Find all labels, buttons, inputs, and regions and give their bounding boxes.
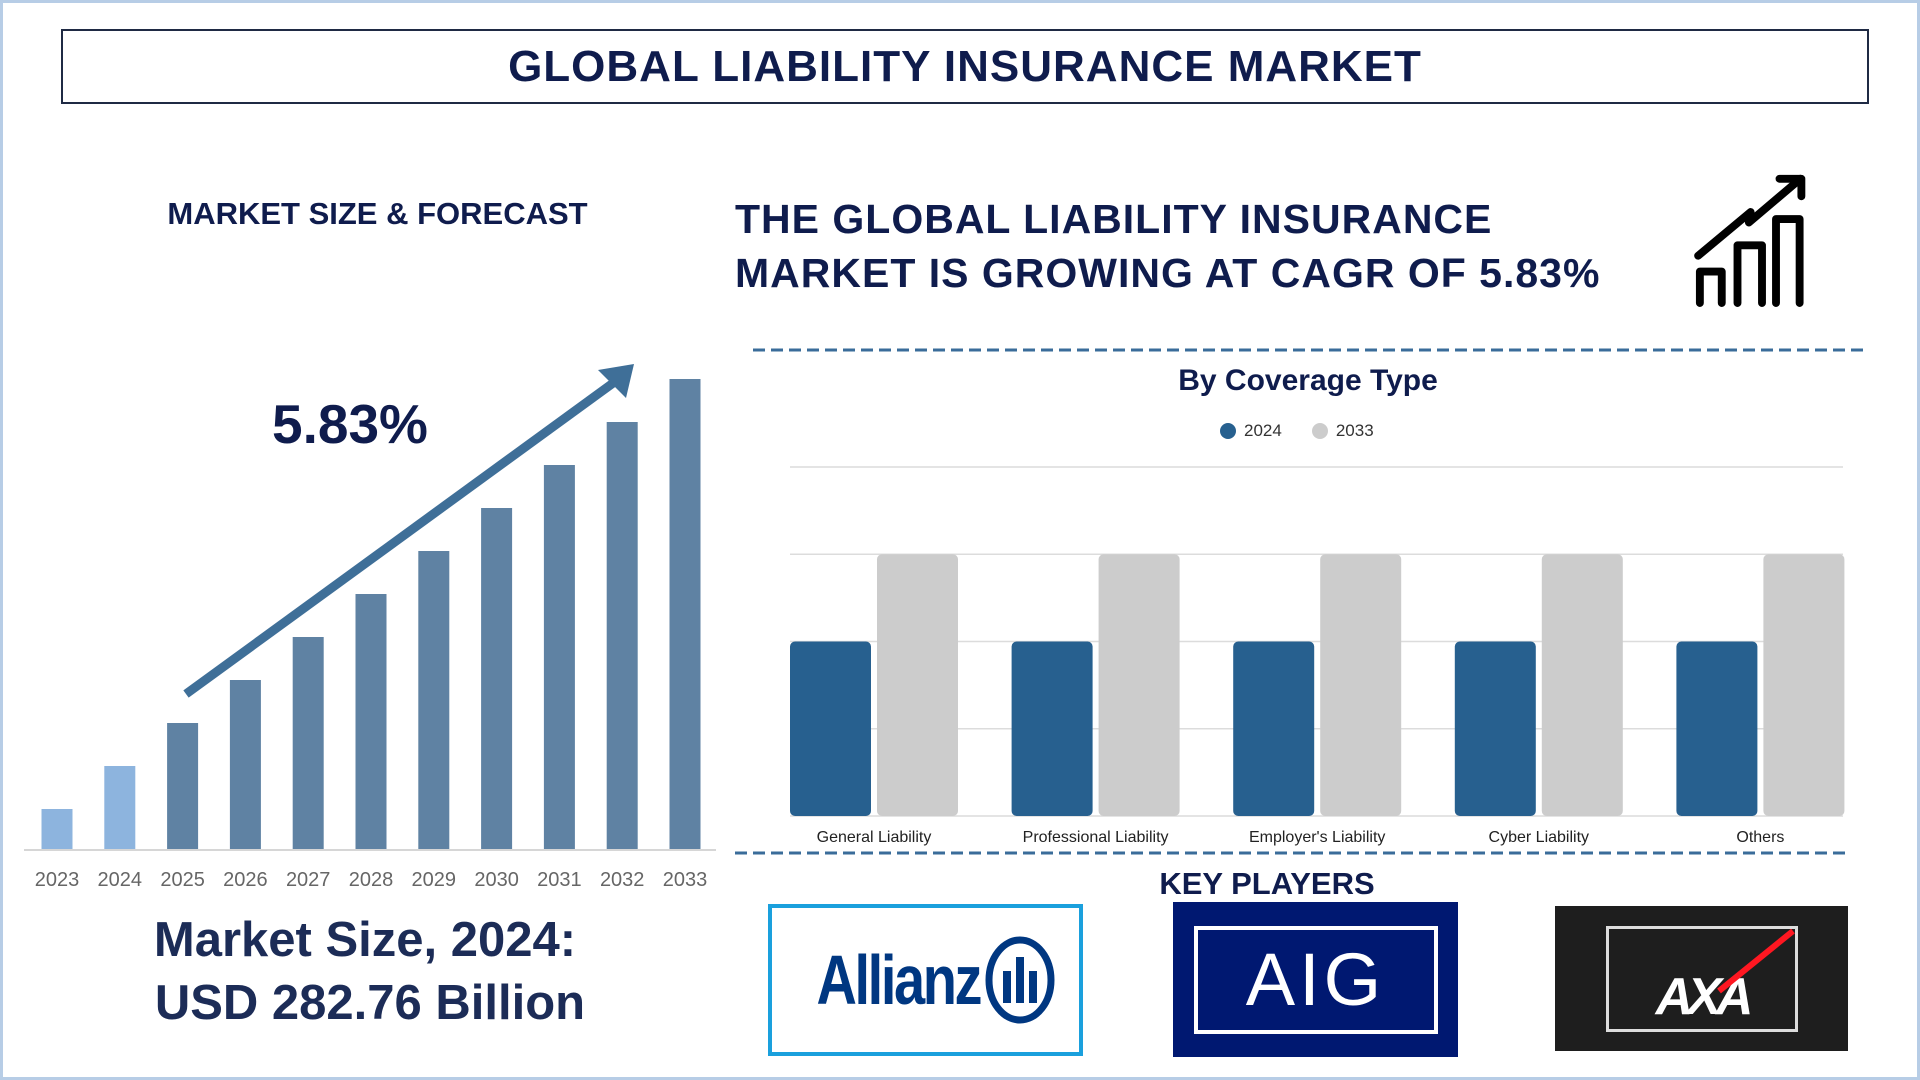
axa-red-slash-icon (1716, 928, 1795, 993)
x-tick-label-2028: 2028 (349, 869, 394, 891)
allianz-eagle-icon (985, 936, 1055, 1024)
page-title: GLOBAL LIABILITY INSURANCE MARKET (508, 41, 1422, 91)
x-tick-label-2032: 2032 (600, 869, 645, 891)
category-label: Employer's Liability (1249, 829, 1385, 846)
bar-2024-1 (1011, 641, 1093, 816)
legend-item-2024: 2024 (1220, 421, 1282, 441)
headline-line1: THE GLOBAL LIABILITY INSURANCE (735, 196, 1493, 242)
x-tick-label-2023: 2023 (35, 869, 80, 891)
category-label: General Liability (817, 829, 932, 846)
x-tick-label-2025: 2025 (160, 869, 205, 891)
market-size-section-title: MARKET SIZE & FORECAST (167, 196, 588, 231)
category-label: Professional Liability (1023, 829, 1169, 846)
bar-2027 (292, 637, 324, 849)
bar-2033-3 (1541, 554, 1623, 816)
bar-2033 (669, 379, 701, 849)
coverage-chart-title: By Coverage Type (1178, 364, 1438, 397)
category-label: Others (1736, 829, 1784, 846)
bar-2033-1 (1098, 554, 1180, 816)
coverage-legend: 2024 2033 (1220, 421, 1374, 441)
aig-logo: AIG (1173, 902, 1458, 1057)
bar-2033-2 (1320, 554, 1402, 816)
x-tick-label-2033: 2033 (663, 869, 708, 891)
bar-2024-0 (790, 641, 871, 816)
bar-2026 (229, 680, 261, 849)
headline-line2: MARKET IS GROWING AT CAGR OF 5.83% (735, 250, 1601, 296)
axa-logo: AXA (1555, 906, 1848, 1051)
allianz-logo: Allianz (768, 904, 1083, 1056)
legend-swatch-2033 (1311, 423, 1328, 439)
bar-2024-4 (1676, 641, 1758, 816)
bar-2024-3 (1454, 641, 1536, 816)
x-tick-label-2024: 2024 (98, 869, 143, 891)
market-forecast-chart: 2023 2024 2025 2026 2027 2028 2029 2030 2031 2032… (24, 364, 716, 891)
growth-chart-arrow-icon (1694, 174, 1806, 307)
market-size-line1: Market Size, 2024: (153, 913, 577, 967)
bar-2033-0 (877, 554, 958, 816)
category-label: Cyber Liability (1489, 829, 1589, 846)
legend-item-2033: 2033 (1311, 421, 1374, 441)
x-tick-label-2031: 2031 (537, 869, 582, 891)
bar-2028 (355, 594, 387, 849)
allianz-logo-text: Allianz (816, 941, 983, 1019)
trend-arrow-line (183, 374, 623, 698)
market-size-line2: USD 282.76 Billion (154, 976, 586, 1030)
bar-2033-4 (1763, 554, 1845, 816)
bar-2025 (167, 723, 199, 849)
legend-label-2033: 2033 (1335, 421, 1374, 440)
coverage-chart: General Liability Professional Liability E… (790, 466, 1845, 846)
x-tick-label-2029: 2029 (412, 869, 457, 891)
cagr-label: 5.83% (272, 393, 428, 455)
bar-2024 (104, 766, 136, 849)
bar-2031 (543, 465, 575, 849)
aig-logo-text: AIG (1245, 938, 1386, 1021)
trend-arrow-head-icon (598, 364, 634, 398)
bar-2032 (606, 422, 638, 849)
x-tick-label-2027: 2027 (286, 869, 331, 891)
bar-2024-2 (1233, 641, 1315, 816)
bar-2029 (418, 551, 450, 849)
key-players-title: KEY PLAYERS (1159, 866, 1375, 901)
bar-2023 (41, 809, 73, 849)
x-tick-label-2030: 2030 (474, 869, 519, 891)
legend-label-2024: 2024 (1244, 421, 1282, 440)
bar-2030 (481, 508, 513, 849)
legend-swatch-2024 (1220, 423, 1236, 439)
title-box: GLOBAL LIABILITY INSURANCE MARKET (61, 29, 1869, 104)
x-tick-label-2026: 2026 (223, 869, 268, 891)
